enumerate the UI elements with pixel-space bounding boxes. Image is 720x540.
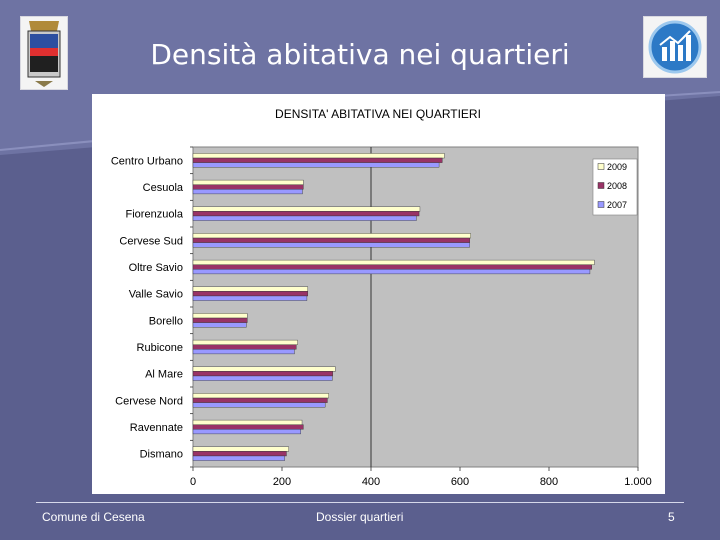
category-label: Borello [149, 315, 183, 327]
x-tick-label: 200 [273, 476, 291, 488]
page-number: 5 [668, 510, 675, 524]
x-tick-label: 0 [190, 476, 196, 488]
bar-2008 [192, 291, 309, 297]
bar-2008 [192, 264, 592, 270]
legend-label-2007: 2007 [607, 200, 627, 210]
bar-2007 [192, 242, 470, 248]
bar-2009 [192, 339, 298, 345]
bar-2008 [192, 424, 304, 430]
legend-swatch-2009 [597, 163, 605, 170]
bar-2007 [192, 162, 440, 168]
bar-2007 [192, 349, 295, 355]
legend-swatch-2007 [597, 201, 605, 208]
x-tick-label: 600 [451, 476, 469, 488]
bar-2007 [192, 402, 326, 408]
bar-2009 [192, 259, 595, 265]
footer-document-title: Dossier quartieri [316, 510, 404, 524]
bar-2008 [192, 157, 443, 163]
city-crest-icon [20, 16, 68, 90]
bar-2008 [192, 184, 304, 190]
bar-2008 [192, 317, 248, 323]
bar-2008 [192, 397, 328, 403]
bar-2009 [192, 393, 329, 399]
chart-title: DENSITA' ABITATIVA NEI QUARTIERI [275, 107, 481, 121]
category-label: Dismano [140, 449, 183, 461]
category-label: Al Mare [145, 369, 183, 381]
category-label: Cervese Sud [119, 235, 183, 247]
category-label: Valle Savio [129, 289, 183, 301]
category-label: Ravennate [130, 422, 183, 434]
bar-2008 [192, 451, 287, 457]
category-label: Oltre Savio [129, 262, 183, 274]
legend-label-2008: 2008 [607, 181, 627, 191]
bar-2009 [192, 446, 289, 452]
bar-2007 [192, 215, 417, 221]
bar-2009 [192, 419, 303, 425]
bar-2008 [192, 371, 333, 377]
legend-swatch-2008 [597, 182, 605, 189]
footer-divider [36, 502, 684, 503]
bar-2007 [192, 189, 303, 195]
bar-2009 [192, 153, 445, 159]
bar-2007 [192, 429, 301, 435]
bar-2007 [192, 269, 591, 275]
bar-chart-logo-icon [643, 16, 707, 78]
category-label: Cesuola [143, 182, 184, 194]
x-tick-label: 800 [540, 476, 558, 488]
category-label: Cervese Nord [115, 395, 183, 407]
density-bar-chart: DENSITA' ABITATIVA NEI QUARTIERI Centro U… [111, 107, 652, 488]
category-label: Centro Urbano [111, 155, 183, 167]
legend-label-2009: 2009 [607, 162, 627, 172]
bar-2008 [192, 344, 297, 350]
bar-2009 [192, 313, 248, 319]
category-label: Rubicone [137, 342, 183, 354]
bar-2009 [192, 206, 421, 212]
footer-organization: Comune di Cesena [42, 510, 145, 524]
bar-2007 [192, 322, 247, 328]
x-tick-label: 400 [362, 476, 380, 488]
plot-area [192, 146, 639, 468]
bar-2008 [192, 211, 420, 217]
slide-title: Densità abitativa nei quartieri [150, 38, 570, 71]
bar-2009 [192, 233, 471, 239]
bar-2007 [192, 455, 285, 461]
category-label: Fiorenzuola [126, 209, 184, 221]
bar-2008 [192, 237, 470, 243]
bar-2007 [192, 295, 308, 301]
bar-2009 [192, 286, 309, 292]
chart-container: DENSITA' ABITATIVA NEI QUARTIERI Centro U… [92, 94, 665, 494]
bar-2009 [192, 179, 304, 185]
bar-2007 [192, 375, 333, 381]
x-tick-label: 1.000 [624, 476, 652, 488]
bar-2009 [192, 366, 336, 372]
